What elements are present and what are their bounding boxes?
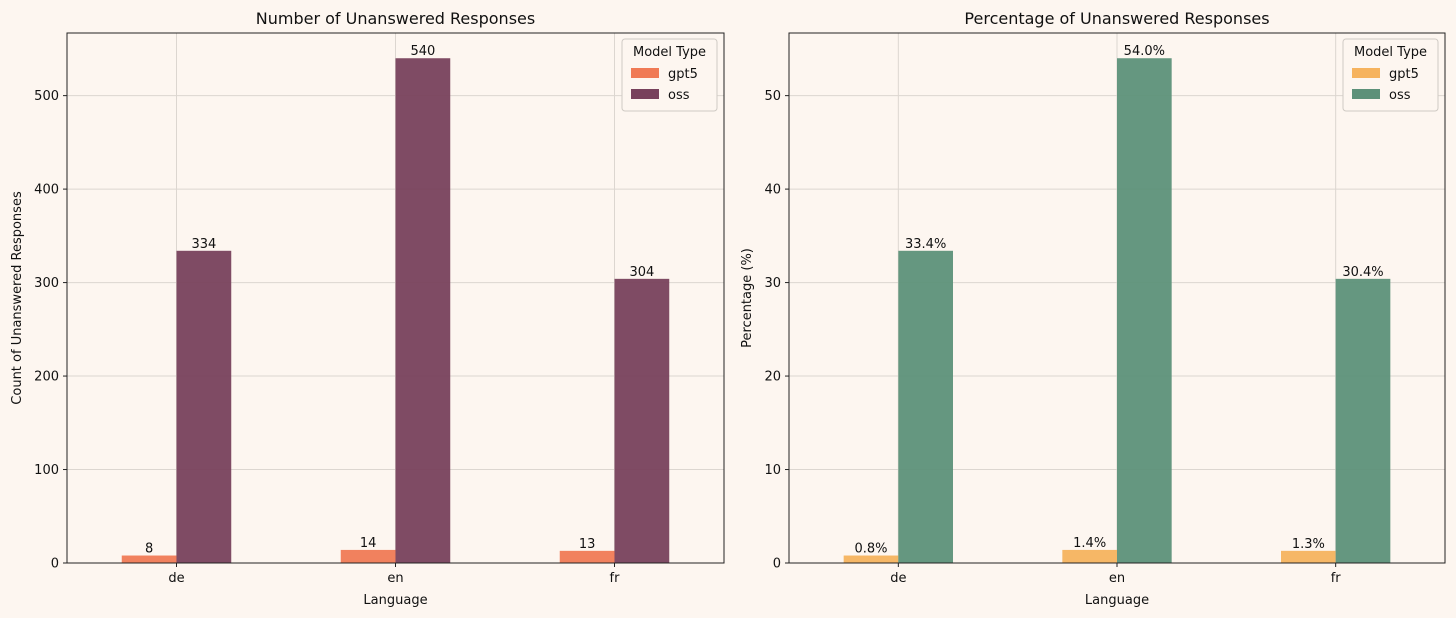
y-tick-label: 50 (764, 89, 781, 104)
x-tick-label: fr (1331, 571, 1342, 586)
x-tick-label: de (168, 571, 184, 586)
legend-title-percentage: Model Type (1354, 45, 1427, 60)
bar-gpt5-en (340, 549, 396, 563)
data-labels-count: 8 14 13 334 540 304 (145, 44, 654, 556)
bar-oss-fr (614, 278, 670, 563)
x-ticks-count: de en fr (168, 563, 620, 586)
legend-label-oss: oss (1389, 88, 1411, 103)
y-tick-label: 400 (34, 183, 59, 198)
data-label-gpt5-en: 14 (360, 536, 377, 551)
data-label-oss-de: 334 (191, 237, 216, 252)
y-tick-label: 100 (34, 463, 59, 478)
y-tick-label: 300 (34, 276, 59, 291)
y-ticks-percentage: 0 10 20 30 40 50 (764, 89, 789, 572)
bar-gpt5-de (121, 555, 177, 563)
data-label-oss-en: 540 (410, 44, 435, 59)
legend-items-count: gpt5 oss (631, 67, 698, 103)
x-tick-label: en (1109, 571, 1125, 586)
y-tick-label: 30 (764, 276, 781, 291)
x-ticks-percentage: de en fr (890, 563, 1341, 586)
y-ticks-count: 0 100 200 300 400 500 (34, 89, 67, 572)
legend-items-percentage: gpt5 oss (1352, 67, 1419, 103)
bars-percentage (843, 58, 1391, 563)
y-axis-label-percentage: Percentage (%) (740, 248, 755, 348)
data-label-oss-fr: 30.4% (1342, 265, 1383, 280)
chart-title-count: Number of Unanswered Responses (256, 9, 535, 28)
bar-oss-de (176, 250, 232, 563)
data-label-gpt5-de: 0.8% (854, 542, 887, 557)
y-tick-label: 0 (773, 557, 781, 572)
data-label-oss-de: 33.4% (905, 237, 946, 252)
y-tick-label: 10 (764, 463, 781, 478)
bar-oss-fr (1335, 278, 1391, 563)
y-tick-label: 20 (764, 370, 781, 385)
bar-gpt5-fr (559, 550, 615, 563)
data-label-gpt5-de: 8 (145, 542, 153, 557)
x-tick-label: en (387, 571, 403, 586)
x-axis-label-count: Language (363, 593, 427, 608)
legend-title-count: Model Type (633, 45, 706, 60)
legend-swatch-oss (1352, 89, 1380, 99)
y-tick-label: 0 (51, 557, 59, 572)
bar-oss-de (898, 250, 953, 563)
data-label-oss-fr: 304 (629, 265, 654, 280)
legend-swatch-oss (631, 89, 659, 99)
legend-label-gpt5: gpt5 (668, 67, 698, 82)
chart-count: 8 14 13 334 540 304 0 100 200 300 400 500 de en fr N… (10, 9, 725, 608)
chart-percentage: 0.8% 1.4% 1.3%33.4%54.0%30.4% 01020304050 … (740, 9, 1446, 608)
chart-title-percentage: Percentage of Unanswered Responses (964, 9, 1269, 28)
data-labels-percentage: 0.8% 1.4% 1.3% 33.4% 54.0% 30.4% (854, 44, 1383, 556)
legend-label-oss: oss (668, 88, 690, 103)
bar-oss-en (1117, 58, 1172, 563)
y-tick-label: 500 (34, 89, 59, 104)
data-label-gpt5-fr: 13 (579, 537, 596, 552)
legend-label-gpt5: gpt5 (1389, 67, 1419, 82)
bars-count (121, 58, 670, 563)
legend-percentage: Model Type gpt5 oss (1342, 38, 1439, 112)
data-label-oss-en: 54.0% (1124, 44, 1165, 59)
bar-oss-en (395, 58, 451, 563)
x-tick-label: de (890, 571, 906, 586)
data-label-gpt5-fr: 1.3% (1292, 537, 1325, 552)
bar-gpt5-fr (1281, 550, 1336, 563)
bar-gpt5-de (843, 555, 899, 563)
legend-count: Model Type gpt5 oss (621, 38, 718, 112)
x-axis-label-percentage: Language (1085, 593, 1149, 608)
y-axis-label-count: Count of Unanswered Responses (10, 191, 25, 405)
legend-swatch-gpt5 (1352, 68, 1380, 78)
legend-swatch-gpt5 (631, 68, 659, 78)
y-tick-label: 200 (34, 370, 59, 385)
x-tick-label: fr (610, 571, 621, 586)
data-label-gpt5-en: 1.4% (1073, 536, 1106, 551)
y-tick-label: 40 (764, 183, 781, 198)
bar-gpt5-en (1062, 549, 1117, 563)
